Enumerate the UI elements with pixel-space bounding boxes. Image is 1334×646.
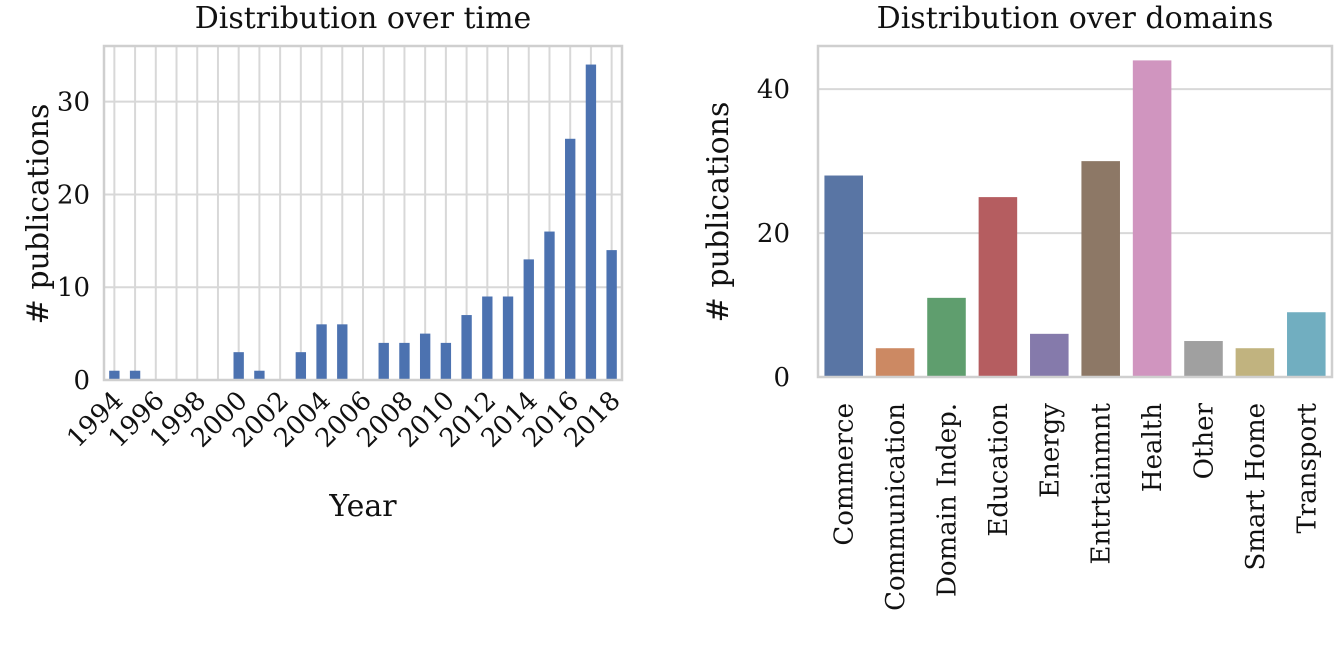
bar-2011 xyxy=(461,315,472,380)
bar-smart-home xyxy=(1235,348,1275,377)
y-tick-label: 20 xyxy=(57,180,90,210)
bar-2003 xyxy=(295,352,307,380)
x-tick-label: Transport xyxy=(1292,402,1322,533)
chart-time-frame xyxy=(102,44,624,382)
bar-2013 xyxy=(502,296,514,380)
y-tick-label: 0 xyxy=(73,366,90,396)
bar-2015 xyxy=(544,231,555,380)
bar-2001 xyxy=(254,370,265,380)
x-tick-label: Health xyxy=(1138,403,1168,492)
y-tick-label: 30 xyxy=(57,88,90,118)
x-tick-label: Commerce xyxy=(830,403,860,546)
chart-domains-yticks: 0 20 40 xyxy=(757,75,790,393)
bar-1994 xyxy=(109,370,120,380)
bar-2004 xyxy=(316,324,327,380)
chart-domains-ylabel: # publications xyxy=(701,102,736,323)
x-tick-label: Smart Home xyxy=(1241,403,1271,570)
chart-domains-grid xyxy=(818,88,1332,378)
y-tick-label: 0 xyxy=(773,363,790,393)
chart-time-yticks: 0 10 20 30 xyxy=(57,88,90,396)
bar-2005 xyxy=(337,324,348,380)
bar-2000 xyxy=(233,352,244,380)
bar-2018 xyxy=(606,250,617,380)
bar-communication xyxy=(875,348,915,377)
bar-domain-indep- xyxy=(927,297,966,377)
chart-domains: Distribution over domains # publications… xyxy=(701,1,1334,611)
bar-other xyxy=(1184,341,1223,377)
chart-domains-bars xyxy=(824,60,1326,378)
chart-time-title: Distribution over time xyxy=(195,1,532,36)
x-tick-label: Other xyxy=(1190,402,1220,479)
bar-1995 xyxy=(129,370,141,380)
bar-entrtainmnt xyxy=(1081,161,1120,377)
bar-2010 xyxy=(440,342,452,380)
bar-2016 xyxy=(565,138,576,380)
x-tick-label: Communication xyxy=(881,403,911,611)
chart-domains-title: Distribution over domains xyxy=(877,1,1274,36)
bar-2007 xyxy=(378,342,389,380)
chart-time-xticks: 1994199619982000200220042006200820102012… xyxy=(61,386,626,454)
bar-2009 xyxy=(419,333,431,380)
bar-2014 xyxy=(523,259,534,380)
bar-commerce xyxy=(824,175,863,377)
chart-domains-frame xyxy=(816,44,1334,379)
x-tick-label: Education xyxy=(984,403,1014,537)
bar-2012 xyxy=(482,296,493,380)
bar-health xyxy=(1132,60,1172,378)
chart-time-xlabel: Year xyxy=(328,489,397,524)
y-tick-label: 40 xyxy=(757,75,790,105)
bar-2008 xyxy=(399,342,410,380)
bar-transport xyxy=(1287,312,1326,377)
chart-time: Distribution over time # publications Ye… xyxy=(21,1,627,524)
chart-time-bars xyxy=(109,64,617,381)
bar-energy xyxy=(1030,333,1069,377)
x-tick-label: Domain Indep. xyxy=(933,403,963,597)
x-tick-label: Entrtainmnt xyxy=(1087,402,1117,564)
bar-education xyxy=(978,197,1018,377)
chart-time-ylabel: # publications xyxy=(21,104,56,325)
chart-domains-xticks: Commerce Communication Domain Indep. Educat… xyxy=(830,402,1323,610)
x-tick-label: Energy xyxy=(1035,403,1065,498)
y-tick-label: 20 xyxy=(757,219,790,249)
y-tick-label: 10 xyxy=(57,273,90,303)
bar-2017 xyxy=(585,64,597,381)
